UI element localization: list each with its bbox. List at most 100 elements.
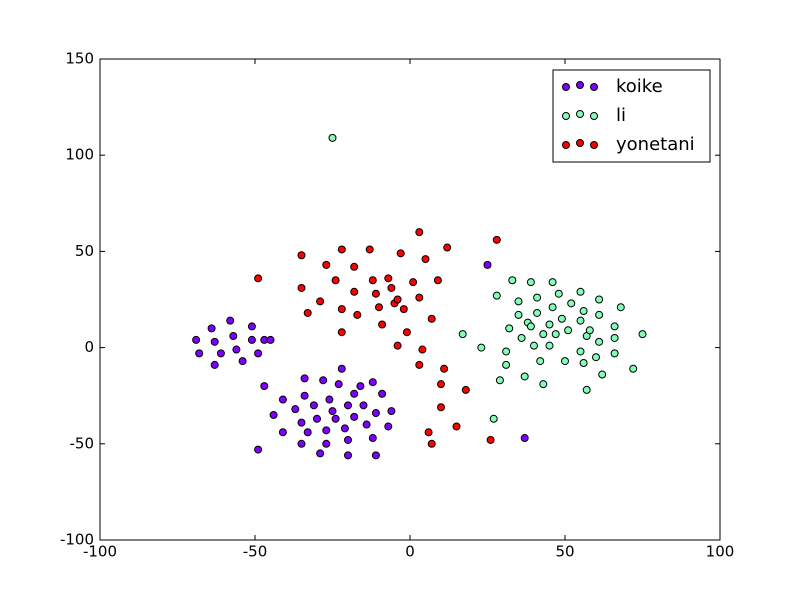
point [195,349,204,358]
legend-marker [562,112,570,120]
legend: koike li yonetani [552,69,711,163]
point [437,380,445,389]
point [564,326,573,335]
x-tick-label: -100 [83,543,117,561]
point [337,328,346,337]
point [461,385,470,394]
point [492,291,501,300]
point [492,235,501,244]
point [384,274,393,283]
legend-marker [576,139,584,147]
point [598,370,607,379]
legend-marker [590,83,598,91]
point [350,262,359,271]
legend-marker [576,81,584,89]
point [238,357,247,366]
point [508,276,517,285]
point [486,435,495,444]
point [365,245,374,254]
point [371,289,380,298]
point [533,293,542,302]
point [629,364,638,373]
point [337,305,346,314]
point [337,364,346,373]
point [585,326,594,335]
point [489,414,498,423]
point [303,308,312,317]
point [368,378,377,387]
point [254,274,263,283]
point [350,287,359,296]
point [443,243,452,252]
y-tick-label: 150 [65,50,94,68]
point [399,305,408,314]
point [375,303,383,312]
point [502,360,511,369]
point [340,424,349,433]
point [353,310,362,319]
point [232,345,241,354]
point [545,341,554,350]
point [334,380,343,389]
point [356,382,365,391]
point [303,428,312,437]
x-tick-label: -50 [243,543,268,561]
point [362,420,371,429]
legend-label: koike [616,76,663,97]
point [595,310,604,319]
legend-label: yonetani [616,134,695,155]
point [477,343,486,352]
point [387,283,396,292]
point [409,278,418,287]
point [393,341,402,350]
point [344,435,352,444]
point [539,330,548,339]
point [495,376,504,385]
point [576,316,585,325]
point [393,295,402,304]
plot-frame [99,58,721,541]
point [483,260,492,269]
point [557,314,566,323]
point [526,322,535,331]
point [278,428,287,437]
point [260,382,269,391]
point [514,310,523,319]
point [297,251,306,260]
legend-marker [590,141,598,149]
point [415,228,424,237]
point [368,276,377,285]
point [579,358,588,367]
point [437,403,445,412]
point [561,357,569,366]
point [427,314,436,323]
point [452,422,461,431]
point [316,449,325,458]
point [371,409,380,418]
point [378,320,387,329]
point [325,395,334,404]
point [616,303,625,312]
point [266,335,275,344]
x-tick-label: 100 [706,543,735,561]
point [216,349,225,358]
point [533,308,542,317]
point [291,405,300,414]
point [210,337,219,346]
point [254,445,263,454]
point [592,353,600,362]
point [337,245,346,254]
point [350,389,359,398]
legend-label: li [616,105,626,126]
y-tick-label: 100 [65,146,94,164]
legend-marker [562,141,570,149]
point [415,293,424,302]
point [433,276,442,285]
point [368,434,377,443]
point [254,349,263,358]
point [300,391,309,400]
point [344,451,352,460]
legend-marker [590,112,598,120]
point [328,407,337,416]
point [359,401,368,410]
